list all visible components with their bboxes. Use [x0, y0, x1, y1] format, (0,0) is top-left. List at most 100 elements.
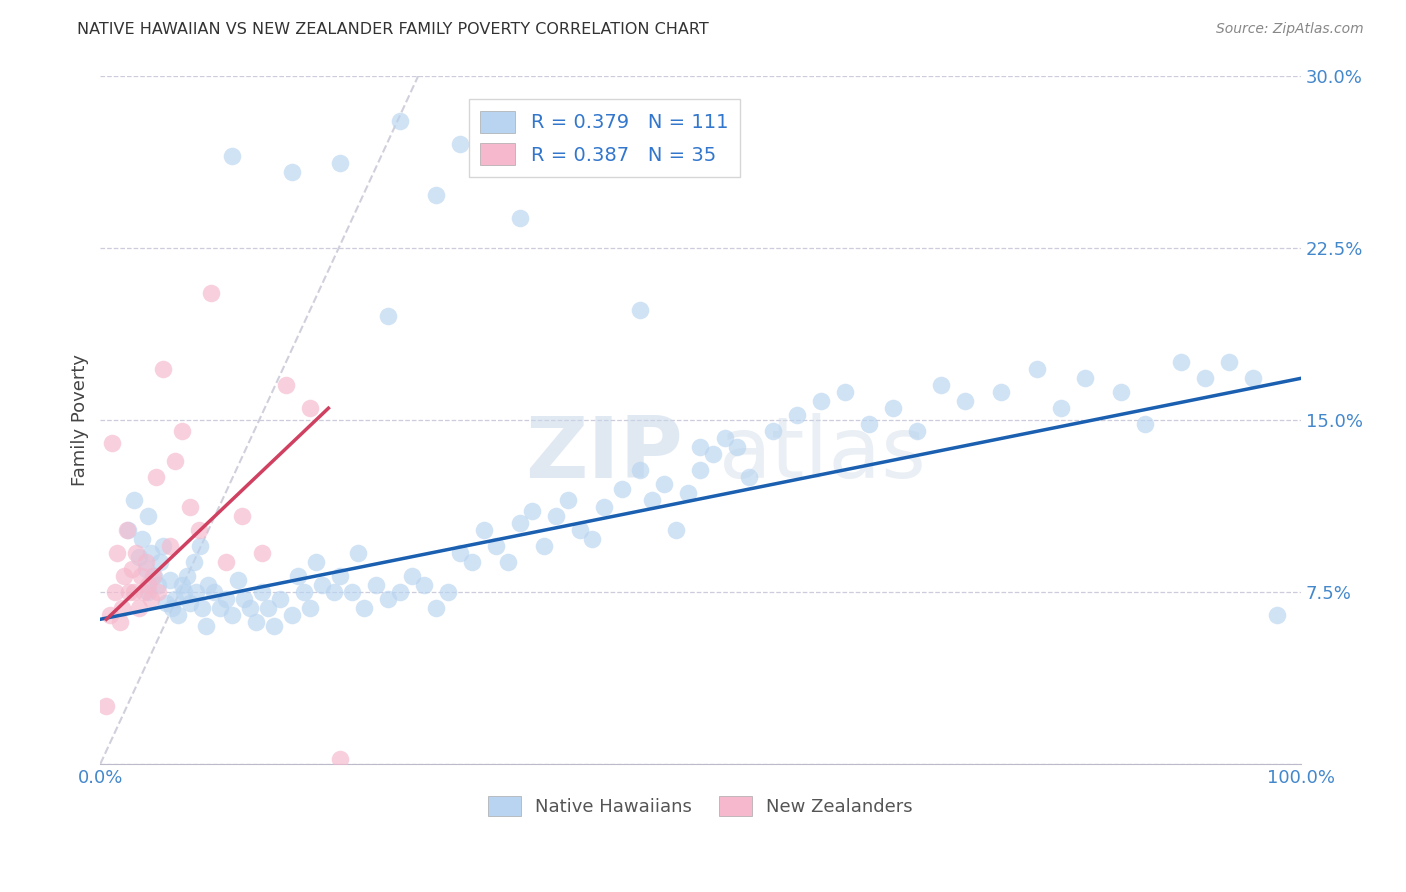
Point — [188, 539, 211, 553]
Point — [128, 600, 150, 615]
Point — [143, 568, 166, 582]
Point — [665, 523, 688, 537]
Point — [401, 568, 423, 582]
Point — [197, 578, 219, 592]
Point — [221, 607, 243, 622]
Point — [129, 568, 152, 582]
Point — [163, 454, 186, 468]
Point — [702, 447, 724, 461]
Point — [485, 539, 508, 553]
Point — [215, 555, 238, 569]
Point — [1133, 417, 1156, 432]
Point — [593, 500, 616, 514]
Point — [176, 568, 198, 582]
Point — [101, 435, 124, 450]
Point — [179, 596, 201, 610]
Point — [231, 509, 253, 524]
Point — [257, 600, 280, 615]
Point — [281, 165, 304, 179]
Point — [305, 555, 328, 569]
Point — [437, 584, 460, 599]
Point — [239, 600, 262, 615]
Point — [173, 584, 195, 599]
Point — [245, 615, 267, 629]
Point — [474, 523, 496, 537]
Point — [498, 555, 520, 569]
Point — [135, 555, 157, 569]
Point — [128, 550, 150, 565]
Point — [170, 424, 193, 438]
Text: NATIVE HAWAIIAN VS NEW ZEALANDER FAMILY POVERTY CORRELATION CHART: NATIVE HAWAIIAN VS NEW ZEALANDER FAMILY … — [77, 22, 709, 37]
Point — [155, 596, 177, 610]
Point — [509, 211, 531, 225]
Point — [425, 187, 447, 202]
Point — [377, 310, 399, 324]
Point — [953, 394, 976, 409]
Point — [98, 607, 121, 622]
Point — [215, 591, 238, 606]
Point — [1194, 371, 1216, 385]
Point — [1073, 371, 1095, 385]
Point — [737, 470, 759, 484]
Point — [112, 568, 135, 582]
Point — [191, 600, 214, 615]
Point — [725, 440, 748, 454]
Point — [170, 578, 193, 592]
Point — [167, 607, 190, 622]
Point — [276, 378, 298, 392]
Point — [858, 417, 880, 432]
Point — [1218, 355, 1240, 369]
Point — [1025, 362, 1047, 376]
Point — [159, 574, 181, 588]
Point — [132, 584, 155, 599]
Point — [413, 578, 436, 592]
Point — [834, 385, 856, 400]
Point — [389, 584, 412, 599]
Point — [152, 539, 174, 553]
Point — [1170, 355, 1192, 369]
Point — [125, 546, 148, 560]
Point — [1049, 401, 1071, 416]
Point — [269, 591, 291, 606]
Point — [221, 149, 243, 163]
Point — [139, 591, 162, 606]
Point — [163, 591, 186, 606]
Point — [713, 431, 735, 445]
Point — [882, 401, 904, 416]
Point — [159, 539, 181, 553]
Point — [366, 578, 388, 592]
Point — [138, 578, 160, 592]
Point — [569, 523, 592, 537]
Point — [117, 523, 139, 537]
Point — [187, 523, 209, 537]
Point — [389, 114, 412, 128]
Point — [329, 155, 352, 169]
Point — [299, 401, 322, 416]
Point — [135, 562, 157, 576]
Point — [377, 591, 399, 606]
Point — [761, 424, 783, 438]
Point — [108, 615, 131, 629]
Point — [342, 584, 364, 599]
Point — [142, 568, 165, 582]
Point — [252, 546, 274, 560]
Y-axis label: Family Poverty: Family Poverty — [72, 353, 89, 485]
Point — [281, 607, 304, 622]
Point — [425, 600, 447, 615]
Point — [678, 486, 700, 500]
Point — [121, 562, 143, 576]
Point — [689, 463, 711, 477]
Point — [111, 600, 134, 615]
Point — [630, 302, 652, 317]
Point — [152, 362, 174, 376]
Point — [990, 385, 1012, 400]
Point — [263, 619, 285, 633]
Point — [131, 532, 153, 546]
Point — [162, 600, 184, 615]
Legend: Native Hawaiians, New Zealanders: Native Hawaiians, New Zealanders — [481, 789, 920, 823]
Point — [186, 584, 208, 599]
Point — [183, 555, 205, 569]
Point — [115, 523, 138, 537]
Point — [1241, 371, 1264, 385]
Point — [929, 378, 952, 392]
